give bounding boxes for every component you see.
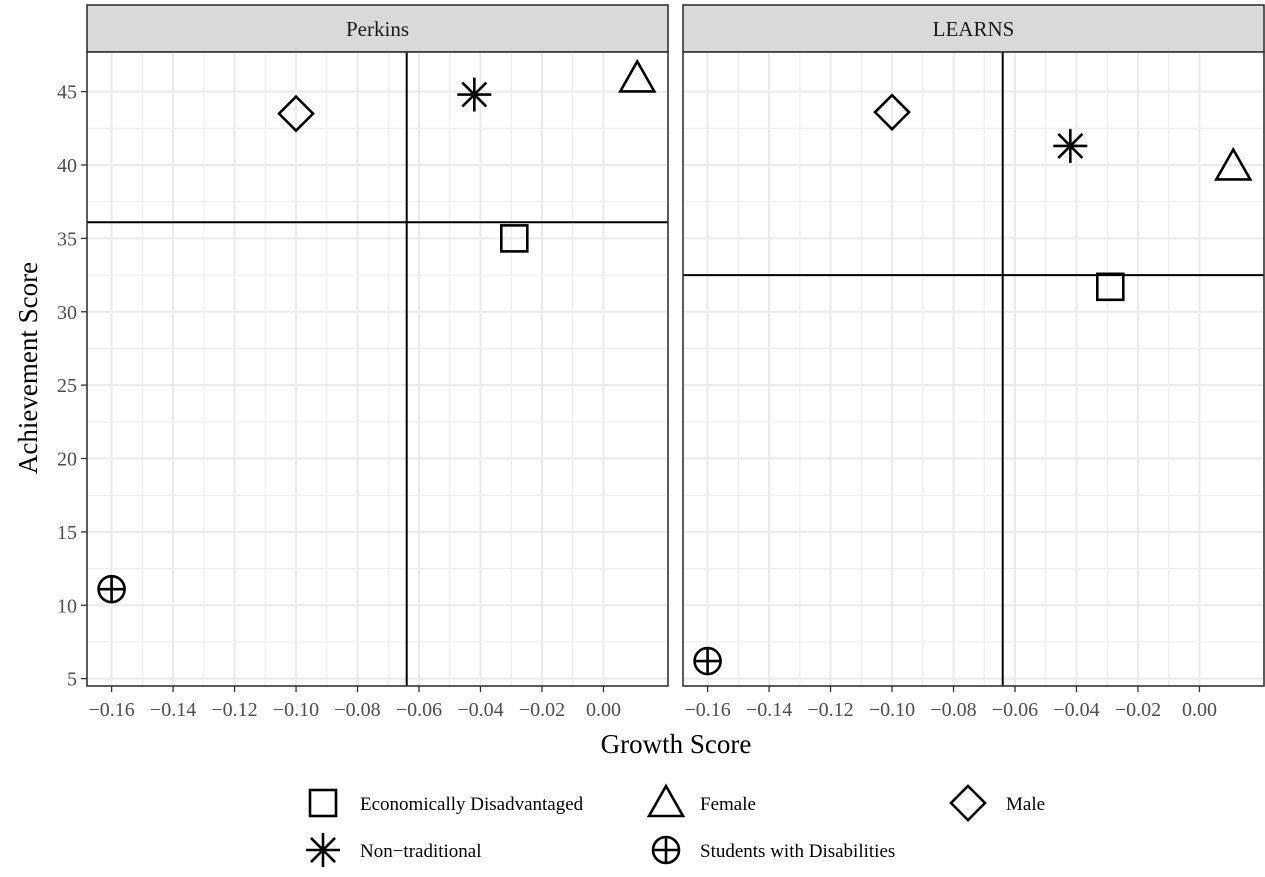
legend-item: Non−traditional bbox=[306, 833, 482, 867]
x-tick-label: −0.16 bbox=[88, 699, 134, 721]
square-marker-shape bbox=[1095, 272, 1125, 302]
y-tick-label: 20 bbox=[57, 449, 77, 471]
x-axis-title: Growth Score bbox=[601, 729, 752, 759]
legend-key-triangle bbox=[646, 783, 686, 818]
square-marker-shape bbox=[499, 224, 529, 253]
legend-label: Students with Disabilities bbox=[700, 841, 895, 862]
facet-panel-learns: LEARNS −0.16 −0.14 −0.12 −0.10 −0.08 −0.06 −0.0… bbox=[682, 4, 1265, 721]
y-tick-label: 45 bbox=[57, 82, 77, 104]
data-point-square bbox=[499, 224, 529, 253]
legend-label: Non−traditional bbox=[360, 841, 482, 862]
asterisk-stroke bbox=[461, 81, 488, 108]
triangle-marker-shape bbox=[646, 783, 686, 818]
legend-item: Economically Disadvantaged bbox=[308, 788, 584, 818]
x-tick-label: 0.00 bbox=[1182, 699, 1217, 721]
legend-key-square bbox=[308, 788, 338, 818]
panel-border bbox=[682, 51, 1265, 687]
legend: Economically Disadvantaged Female Male Non−… bbox=[306, 783, 1045, 867]
x-tick-label: −0.06 bbox=[992, 699, 1038, 721]
panel-border bbox=[86, 51, 669, 687]
asterisk-stroke bbox=[310, 837, 336, 863]
x-tick-label: −0.06 bbox=[396, 699, 442, 721]
legend-key-circle-plus bbox=[651, 835, 681, 865]
x-tick-label: −0.14 bbox=[746, 699, 792, 721]
diamond-marker-shape bbox=[873, 93, 911, 132]
data-point-diamond bbox=[873, 93, 911, 132]
x-tick-label: −0.08 bbox=[930, 699, 976, 721]
data-point-diamond bbox=[277, 94, 315, 133]
plot-background bbox=[87, 52, 668, 686]
y-tick-label: 15 bbox=[57, 522, 77, 544]
triangle-marker-shape bbox=[618, 58, 657, 93]
data-point-circle-plus bbox=[97, 574, 126, 604]
legend-item: Students with Disabilities bbox=[651, 835, 895, 865]
square-marker-shape bbox=[308, 788, 338, 818]
y-tick-label: 10 bbox=[57, 595, 77, 617]
legend-item: Female bbox=[646, 783, 756, 818]
y-tick-label: 5 bbox=[67, 669, 77, 691]
y-tick-label: 35 bbox=[57, 228, 77, 250]
x-tick-label: −0.10 bbox=[869, 699, 915, 721]
x-tick-label: −0.04 bbox=[457, 699, 503, 721]
x-tick-label: −0.14 bbox=[150, 699, 196, 721]
x-tick-label: −0.08 bbox=[334, 699, 380, 721]
diamond-marker-shape bbox=[949, 784, 987, 822]
legend-label: Economically Disadvantaged bbox=[360, 794, 584, 815]
y-tick-label: 40 bbox=[57, 155, 77, 177]
data-point-asterisk bbox=[457, 77, 492, 112]
legend-key-diamond bbox=[949, 784, 987, 822]
y-axis-title: Achievement Score bbox=[13, 262, 43, 474]
legend-label: Male bbox=[1006, 794, 1045, 815]
triangle-marker-shape bbox=[1214, 146, 1253, 181]
x-tick-label: −0.04 bbox=[1053, 699, 1099, 721]
legend-label: Female bbox=[700, 794, 756, 815]
x-tick-label: −0.12 bbox=[807, 699, 853, 721]
data-point-triangle bbox=[618, 58, 657, 93]
data-point-square bbox=[1095, 272, 1125, 302]
x-tick-label: −0.10 bbox=[273, 699, 319, 721]
x-tick-label: −0.02 bbox=[1115, 699, 1161, 721]
data-point-asterisk bbox=[1053, 128, 1088, 163]
asterisk-stroke bbox=[1057, 132, 1084, 159]
facet-strip bbox=[86, 4, 669, 53]
facet-strip-label: LEARNS bbox=[933, 17, 1015, 41]
facet-panel-perkins: Perkins −0.16 −0.14 −0.12 −0.10 −0.08 −0.06 −0.… bbox=[57, 4, 669, 721]
legend-item: Male bbox=[949, 784, 1045, 822]
facet-strip-label: Perkins bbox=[346, 17, 409, 41]
y-tick-label: 25 bbox=[57, 375, 77, 397]
x-tick-label: −0.12 bbox=[211, 699, 257, 721]
legend-key-asterisk bbox=[306, 833, 340, 867]
diamond-marker-shape bbox=[277, 94, 315, 133]
y-tick-label: 30 bbox=[57, 302, 77, 324]
data-point-triangle bbox=[1214, 146, 1253, 181]
data-point-circle-plus bbox=[693, 646, 722, 676]
x-tick-label: 0.00 bbox=[586, 699, 621, 721]
x-tick-label: −0.16 bbox=[684, 699, 730, 721]
x-tick-label: −0.02 bbox=[519, 699, 565, 721]
plot-background bbox=[683, 52, 1264, 686]
